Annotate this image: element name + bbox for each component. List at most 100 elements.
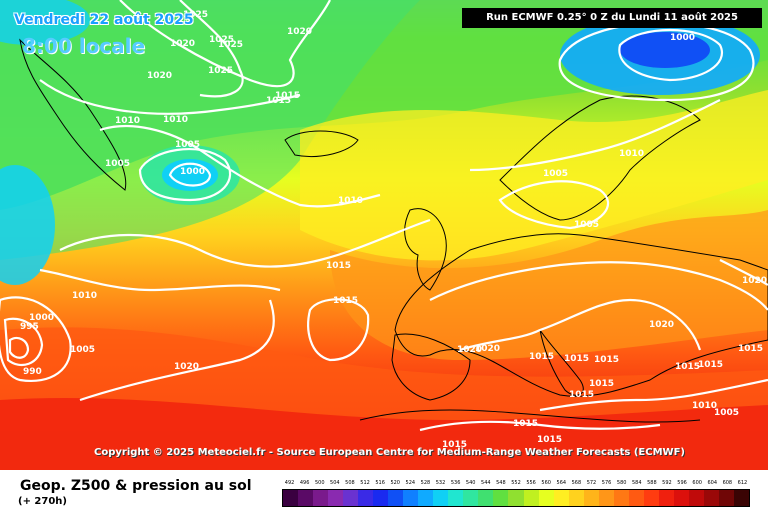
isobar-value-labels: 1025 1020 1025 1025 1020 1020 1025 1015 … [20,10,767,450]
color-scale-swatch [298,490,314,506]
color-scale-label: 608 [722,480,733,486]
isobar-label: 1015 [569,390,594,400]
isobar-label: 1020 [147,71,172,81]
color-scale-label: 560 [541,480,551,486]
isobar-label: 995 [20,322,39,332]
model-run-label: Run ECMWF 0.25° 0 Z du Lundi 11 août 202… [462,8,762,28]
color-scale-swatch [703,490,719,506]
color-scale-label: 520 [390,480,400,486]
color-scale-swatch [463,490,479,506]
color-scale-swatch [538,490,554,506]
isobar-label: 1020 [170,39,195,49]
forecast-offset: (+ 270h) [18,496,67,507]
color-scale-label: 540 [465,480,476,486]
color-scale-swatch [508,490,524,506]
color-scale-labels: 492 496 500 504 508 512 516 520 524 528 532 536 540 5… [282,480,750,489]
isobar-label: 1015 [442,440,467,450]
isobar-label: 1020 [475,344,500,354]
color-scale-label: 524 [405,480,416,486]
isobar-label: 1010 [72,291,97,301]
north-africa-coast [359,409,701,423]
isobar-label: 1015 [698,360,723,370]
color-scale-label: 504 [330,480,340,486]
isobar-1015-atlantic [59,218,431,268]
color-scale-label: 564 [556,480,567,486]
isobar-label: 1025 [208,66,233,76]
isobar-label: 1020 [287,27,312,37]
color-scale-swatch [478,490,494,506]
isobar-1015-closed-low [307,298,370,362]
color-scale-swatch [343,490,359,506]
isobar-label: 1015 [589,379,614,389]
isobar-label: 1015 [738,344,763,354]
color-scale-label: 552 [511,480,521,486]
color-scale-swatch [658,490,674,506]
isobar-1005-west-low [0,296,72,383]
color-scale-label: 516 [375,480,385,486]
isobar-1010-iceland [99,124,381,208]
isobar-1020-europe [459,298,702,352]
color-scale-swatch [448,490,464,506]
isobar-label: 1010 [163,115,188,125]
isobar-1020-atlantic [79,299,275,402]
color-scale-swatch [523,490,539,506]
isobar-label: 1005 [543,169,568,179]
forecast-time-label: 8:00 locale [22,34,146,58]
isobar-label: 1015 [675,362,700,372]
color-scale-legend: 492 496 500 504 508 512 516 520 524 528 532 536 540 5… [282,480,750,507]
color-scale-swatch [718,490,734,506]
color-scale-swatch [493,490,509,506]
scandinavia-coast [499,95,701,221]
isobar-label: 1015 [333,296,358,306]
color-scale-swatch [433,490,449,506]
isobar-1005-scandinavia [498,180,610,230]
color-scale-swatch [403,490,419,506]
low-pressure-core-north-inner [620,32,710,68]
z500-band-green-west [0,0,420,260]
isobar-1000-north-low [618,29,723,82]
isobar-1025-north [179,0,244,98]
isobar-label: 1000 [670,33,695,43]
color-scale-label: 572 [586,480,597,486]
color-scale-swatch [733,490,749,506]
color-scale-label: 584 [631,480,642,486]
map-svg: 1025 1020 1025 1025 1020 1020 1025 1015 … [0,0,768,470]
italy-coast [539,329,584,396]
isobar-label: 1005 [175,140,200,150]
footer-panel: Geop. Z500 & pression au sol (+ 270h) 49… [0,470,768,512]
forecast-date-label: Vendredi 22 août 2025 [14,12,194,28]
field-title: Geop. Z500 & pression au sol [20,478,252,494]
z500-band-orange [330,210,768,360]
color-scale-label: 512 [360,480,370,486]
color-scale-label: 604 [707,480,718,486]
isobar-label: 1015 [275,91,300,101]
british-isles-coast [404,208,447,291]
color-scale-label: 612 [737,480,748,486]
isobar-label: 1000 [29,313,54,323]
color-scale-label: 532 [435,480,446,486]
color-scale-label: 508 [345,480,355,486]
isobar-label: 990 [23,367,42,377]
isobar-label: 1000 [180,167,205,177]
color-scale-label: 492 [284,480,295,486]
isobar-label: 1015 [326,261,351,271]
continental-europe-coast [394,233,768,397]
isobar-label: 1015 [529,352,554,362]
color-scale-swatch [583,490,599,506]
isobar-1005-iceland-low [138,148,232,202]
color-scale-swatch [313,490,329,506]
color-scale-label: 536 [450,480,461,486]
isobar-label: 1025 [183,10,208,20]
color-scale-swatch [358,490,374,506]
color-scale-swatch [613,490,629,506]
isobar-1015-mediterranean [419,420,661,432]
isobar-label: 1010 [692,401,717,411]
isobar-1015-greenland [39,79,301,115]
color-scale-label: 576 [601,480,612,486]
isobar-label: 1010 [115,116,140,126]
color-scale-label: 528 [420,480,431,486]
color-scale-swatch [688,490,704,506]
isobar-label: 1015 [564,354,589,364]
color-scale-swatch [643,490,659,506]
color-scale-swatch [328,490,344,506]
